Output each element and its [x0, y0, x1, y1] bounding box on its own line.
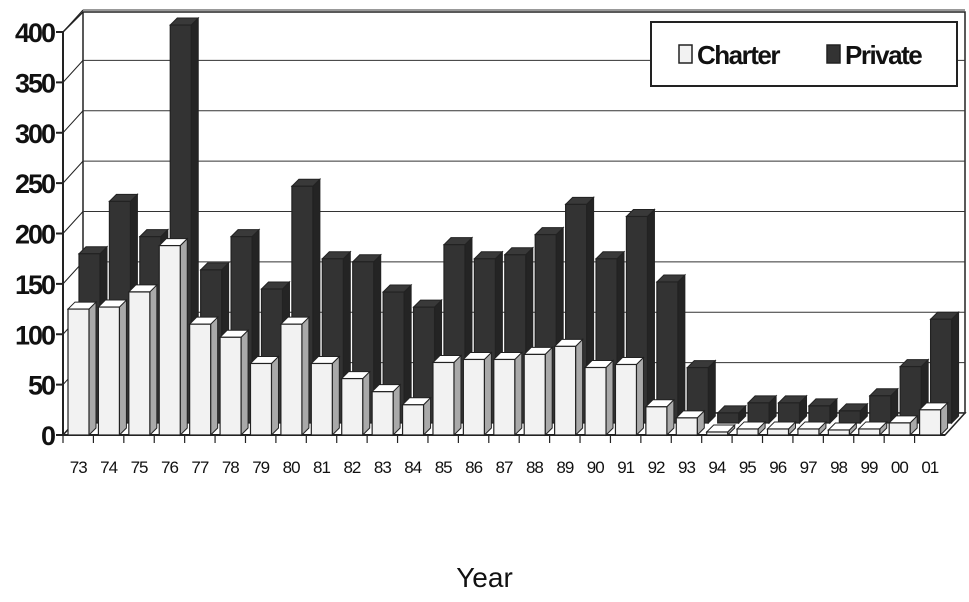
- bar-charter-85: [431, 354, 463, 437]
- y-tick-label: 50: [28, 371, 55, 401]
- x-tick-label: 77: [191, 458, 208, 477]
- y-axis-ticks: 0 50 100 150 200 250 300 350 400: [15, 18, 63, 451]
- gridline-diagonal: [62, 9, 84, 33]
- x-tick-label: 75: [131, 458, 148, 477]
- x-tick-label: 01: [921, 458, 938, 477]
- bar-private-98: [838, 402, 869, 425]
- y-tick-label: 400: [15, 18, 55, 48]
- legend-swatch: [826, 44, 841, 64]
- legend-label: Charter: [697, 40, 780, 70]
- y-tick-label: 350: [15, 68, 55, 98]
- x-tick-label: 81: [313, 458, 330, 477]
- bar-charter-86: [462, 351, 493, 437]
- x-tick-label: 79: [252, 458, 269, 477]
- x-tick-label: 76: [161, 458, 178, 477]
- x-tick-label: 78: [222, 458, 239, 477]
- y-tick-label: 0: [41, 421, 55, 451]
- legend-item-private: Private: [826, 40, 924, 70]
- x-tick-label: 83: [374, 458, 391, 477]
- x-tick-label: 95: [739, 458, 756, 477]
- bar-private-99: [868, 387, 899, 425]
- x-tick-label: 86: [465, 458, 482, 477]
- x-tick-label: 90: [587, 458, 604, 477]
- x-tick-label: 91: [617, 458, 634, 477]
- x-tick-label: 89: [556, 458, 573, 477]
- bar-charter-94: [705, 423, 736, 437]
- bar-charter-00: [887, 414, 919, 437]
- bar-private-95: [746, 394, 778, 425]
- bar-charter-96: [766, 420, 797, 437]
- bars-layer: [66, 16, 960, 437]
- bar-charter-82: [340, 370, 371, 437]
- x-tick-label: 98: [830, 458, 847, 477]
- x-tick-label: 82: [343, 458, 360, 477]
- gridline-diagonal: [62, 110, 84, 134]
- legend-box: [650, 21, 958, 87]
- x-tick-label: 80: [283, 458, 300, 477]
- bar-charter-92: [644, 398, 676, 437]
- bar-private-97: [807, 397, 839, 425]
- y-tick-label: 300: [15, 119, 55, 149]
- bar-charter-93: [675, 409, 706, 437]
- bar-charter-80: [279, 315, 311, 437]
- x-tick-label: 94: [708, 458, 725, 477]
- y-tick-label: 250: [15, 169, 55, 199]
- x-tick-label: 99: [861, 458, 878, 477]
- bar-charter-97: [796, 420, 828, 437]
- x-tick-label: 84: [404, 458, 421, 477]
- bar-charter-89: [553, 338, 584, 437]
- bar-charter-78: [218, 329, 250, 437]
- bar-private-94: [716, 404, 747, 425]
- bar-private-93: [686, 359, 717, 425]
- x-tick-label: 88: [526, 458, 543, 477]
- y-tick-label: 150: [15, 270, 55, 300]
- bar-charter-76: [158, 237, 189, 437]
- x-tick-label: 85: [435, 458, 452, 477]
- bar-charter-74: [97, 298, 128, 437]
- x-tick-label: 96: [769, 458, 786, 477]
- bar-charter-98: [827, 421, 858, 437]
- bar-private-96: [777, 394, 808, 425]
- bar-charter-77: [188, 315, 219, 437]
- legend-swatch: [678, 44, 693, 64]
- bar-charter-01: [918, 401, 949, 437]
- x-tick-label: 92: [648, 458, 665, 477]
- x-tick-label: 87: [496, 458, 513, 477]
- bar-charter-95: [735, 420, 767, 437]
- bar-charter-83: [370, 383, 402, 437]
- bar-charter-88: [522, 346, 554, 437]
- bar-private-01: [929, 311, 960, 425]
- x-axis-title: Year: [456, 562, 513, 593]
- gridline-diagonal: [62, 160, 84, 184]
- bar-charter-73: [66, 300, 98, 437]
- bar-charter-75: [127, 283, 159, 437]
- bar-charter-99: [857, 420, 888, 437]
- x-tick-label: 73: [70, 458, 87, 477]
- legend-label: Private: [845, 40, 922, 70]
- x-tick-label: 00: [891, 458, 908, 477]
- bar-charter-79: [249, 355, 280, 437]
- x-tick-label: 74: [100, 458, 117, 477]
- bar-charter-87: [492, 351, 524, 437]
- y-tick-label: 100: [15, 320, 55, 350]
- legend-item-charter: Charter: [678, 40, 782, 70]
- y-tick-label: 200: [15, 220, 55, 250]
- bar-charter-91: [614, 356, 645, 437]
- x-tick-label: 97: [800, 458, 817, 477]
- legend: Charter Private: [650, 21, 958, 87]
- x-axis-ticks: 73 74 75 76 77 78 79 80 81 82 83 84 85 86 87 88 89 90 91 92…: [62, 435, 940, 477]
- bar-charter-81: [310, 355, 341, 437]
- gridline-diagonal: [62, 211, 84, 234]
- bar-charter-84: [401, 396, 432, 437]
- gridline-diagonal: [62, 60, 84, 83]
- x-tick-label: 93: [678, 458, 695, 477]
- bar-charter-90: [583, 359, 615, 437]
